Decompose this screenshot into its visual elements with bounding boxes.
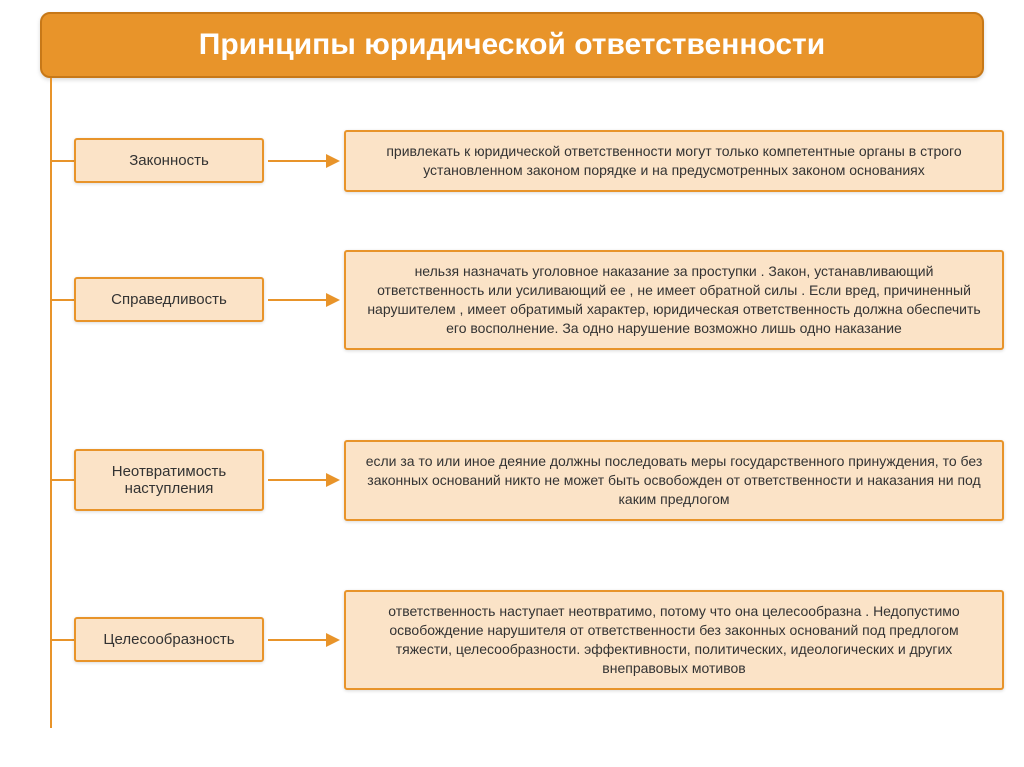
arrow — [264, 473, 344, 487]
principle-row: Неотвратимость наступления если за то ил… — [50, 440, 1004, 521]
principle-row: Справедливость нельзя назначать уголовно… — [50, 250, 1004, 350]
principle-row: Законность привлекать к юридической отве… — [50, 130, 1004, 192]
principle-label: Справедливость — [111, 291, 227, 308]
description-box: нельзя назначать уголовное наказание за … — [344, 250, 1004, 350]
diagram-title: Принципы юридической ответственности — [199, 28, 825, 61]
connector-line — [50, 479, 74, 481]
principle-label: Законность — [129, 152, 209, 169]
principle-box: Неотвратимость наступления — [74, 449, 264, 511]
principle-label: Неотвратимость наступления — [112, 463, 226, 497]
arrow-head-icon — [326, 293, 340, 307]
principle-box: Законность — [74, 138, 264, 183]
connector-line — [50, 160, 74, 162]
arrow — [264, 633, 344, 647]
diagram-title-box: Принципы юридической ответственности — [40, 12, 984, 78]
arrow-line — [268, 160, 326, 162]
description-text: ответственность наступает неотвратимо, п… — [388, 603, 959, 676]
connector-line — [50, 639, 74, 641]
arrow — [264, 154, 344, 168]
arrow-head-icon — [326, 633, 340, 647]
arrow — [264, 293, 344, 307]
arrow-line — [268, 299, 326, 301]
arrow-line — [268, 639, 326, 641]
arrow-head-icon — [326, 154, 340, 168]
description-text: если за то или иное деяние должны послед… — [366, 453, 983, 507]
principle-box: Справедливость — [74, 277, 264, 322]
arrow-line — [268, 479, 326, 481]
description-text: нельзя назначать уголовное наказание за … — [367, 263, 980, 336]
description-box: привлекать к юридической ответственности… — [344, 130, 1004, 192]
principle-label: Целесообразность — [103, 631, 234, 648]
principle-box: Целесообразность — [74, 617, 264, 662]
description-box: если за то или иное деяние должны послед… — [344, 440, 1004, 521]
description-box: ответственность наступает неотвратимо, п… — [344, 590, 1004, 690]
description-text: привлекать к юридической ответственности… — [386, 143, 961, 178]
arrow-head-icon — [326, 473, 340, 487]
principle-row: Целесообразность ответственность наступа… — [50, 590, 1004, 690]
connector-line — [50, 299, 74, 301]
